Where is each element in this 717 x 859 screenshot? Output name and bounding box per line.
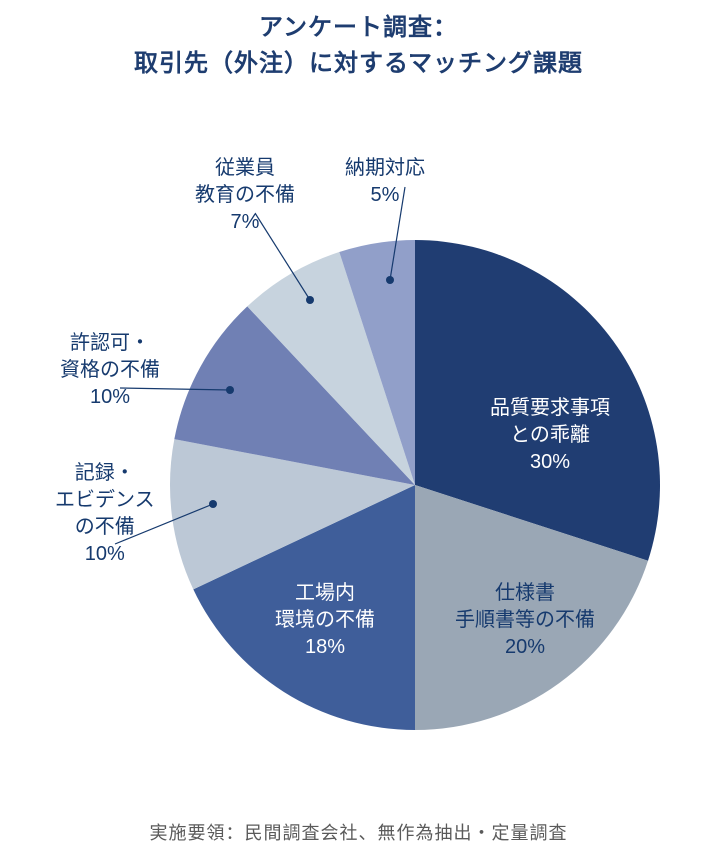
slice-pct: 5%	[345, 182, 425, 209]
title-line-2: 取引先（外注）に対するマッチング課題	[134, 50, 583, 77]
slice-label-line: 工場内	[295, 582, 355, 604]
chart-footnote: 実施要領：民間調査会社、無作為抽出・定量調査	[0, 819, 717, 845]
slice-label: 納期対応 5%	[345, 155, 425, 209]
slice-pct: 10%	[55, 541, 155, 568]
slice-label-line: 教育の不備	[195, 184, 295, 206]
leader-dot	[226, 386, 234, 394]
slice-label-line: エビデンス	[55, 489, 155, 511]
slice-label-line: の不備	[75, 516, 135, 538]
slice-label: 仕様書手順書等の不備 20%	[455, 580, 595, 661]
slice-pct: 7%	[195, 209, 295, 236]
slice-label: 許認可・資格の不備 10%	[60, 330, 160, 411]
slice-label: 従業員教育の不備 7%	[195, 155, 295, 236]
slice-pct: 18%	[275, 634, 375, 661]
slice-label-line: 手順書等の不備	[455, 609, 595, 631]
slice-label-line: 許認可・	[70, 332, 150, 354]
slice-pct: 30%	[490, 449, 610, 476]
slice-label-line: 納期対応	[345, 157, 425, 179]
leader-dot	[306, 296, 314, 304]
slice-pct: 10%	[60, 384, 160, 411]
slice-label: 記録・エビデンスの不備 10%	[55, 460, 155, 568]
slice-label-line: 仕様書	[495, 582, 555, 604]
slice-label-line: 品質要求事項	[490, 397, 610, 419]
title-line-1: アンケート調査：	[259, 14, 458, 41]
slice-label-line: 記録・	[75, 462, 135, 484]
leader-dot	[386, 276, 394, 284]
pie-chart: 品質要求事項との乖離 30% 仕様書手順書等の不備 20% 工場内環境の不備 18% 記録・…	[0, 150, 717, 800]
slice-label-line: 従業員	[215, 157, 275, 179]
chart-container: アンケート調査： 取引先（外注）に対するマッチング課題 品質要求事項との乖離 30…	[0, 0, 717, 859]
slice-label: 品質要求事項との乖離 30%	[490, 395, 610, 476]
slice-label-line: との乖離	[510, 424, 590, 446]
chart-title: アンケート調査： 取引先（外注）に対するマッチング課題	[0, 10, 717, 82]
slice-pct: 20%	[455, 634, 595, 661]
slice-label-line: 資格の不備	[60, 359, 160, 381]
slice-label-line: 環境の不備	[275, 609, 375, 631]
slice-label: 工場内環境の不備 18%	[275, 580, 375, 661]
leader-dot	[209, 500, 217, 508]
